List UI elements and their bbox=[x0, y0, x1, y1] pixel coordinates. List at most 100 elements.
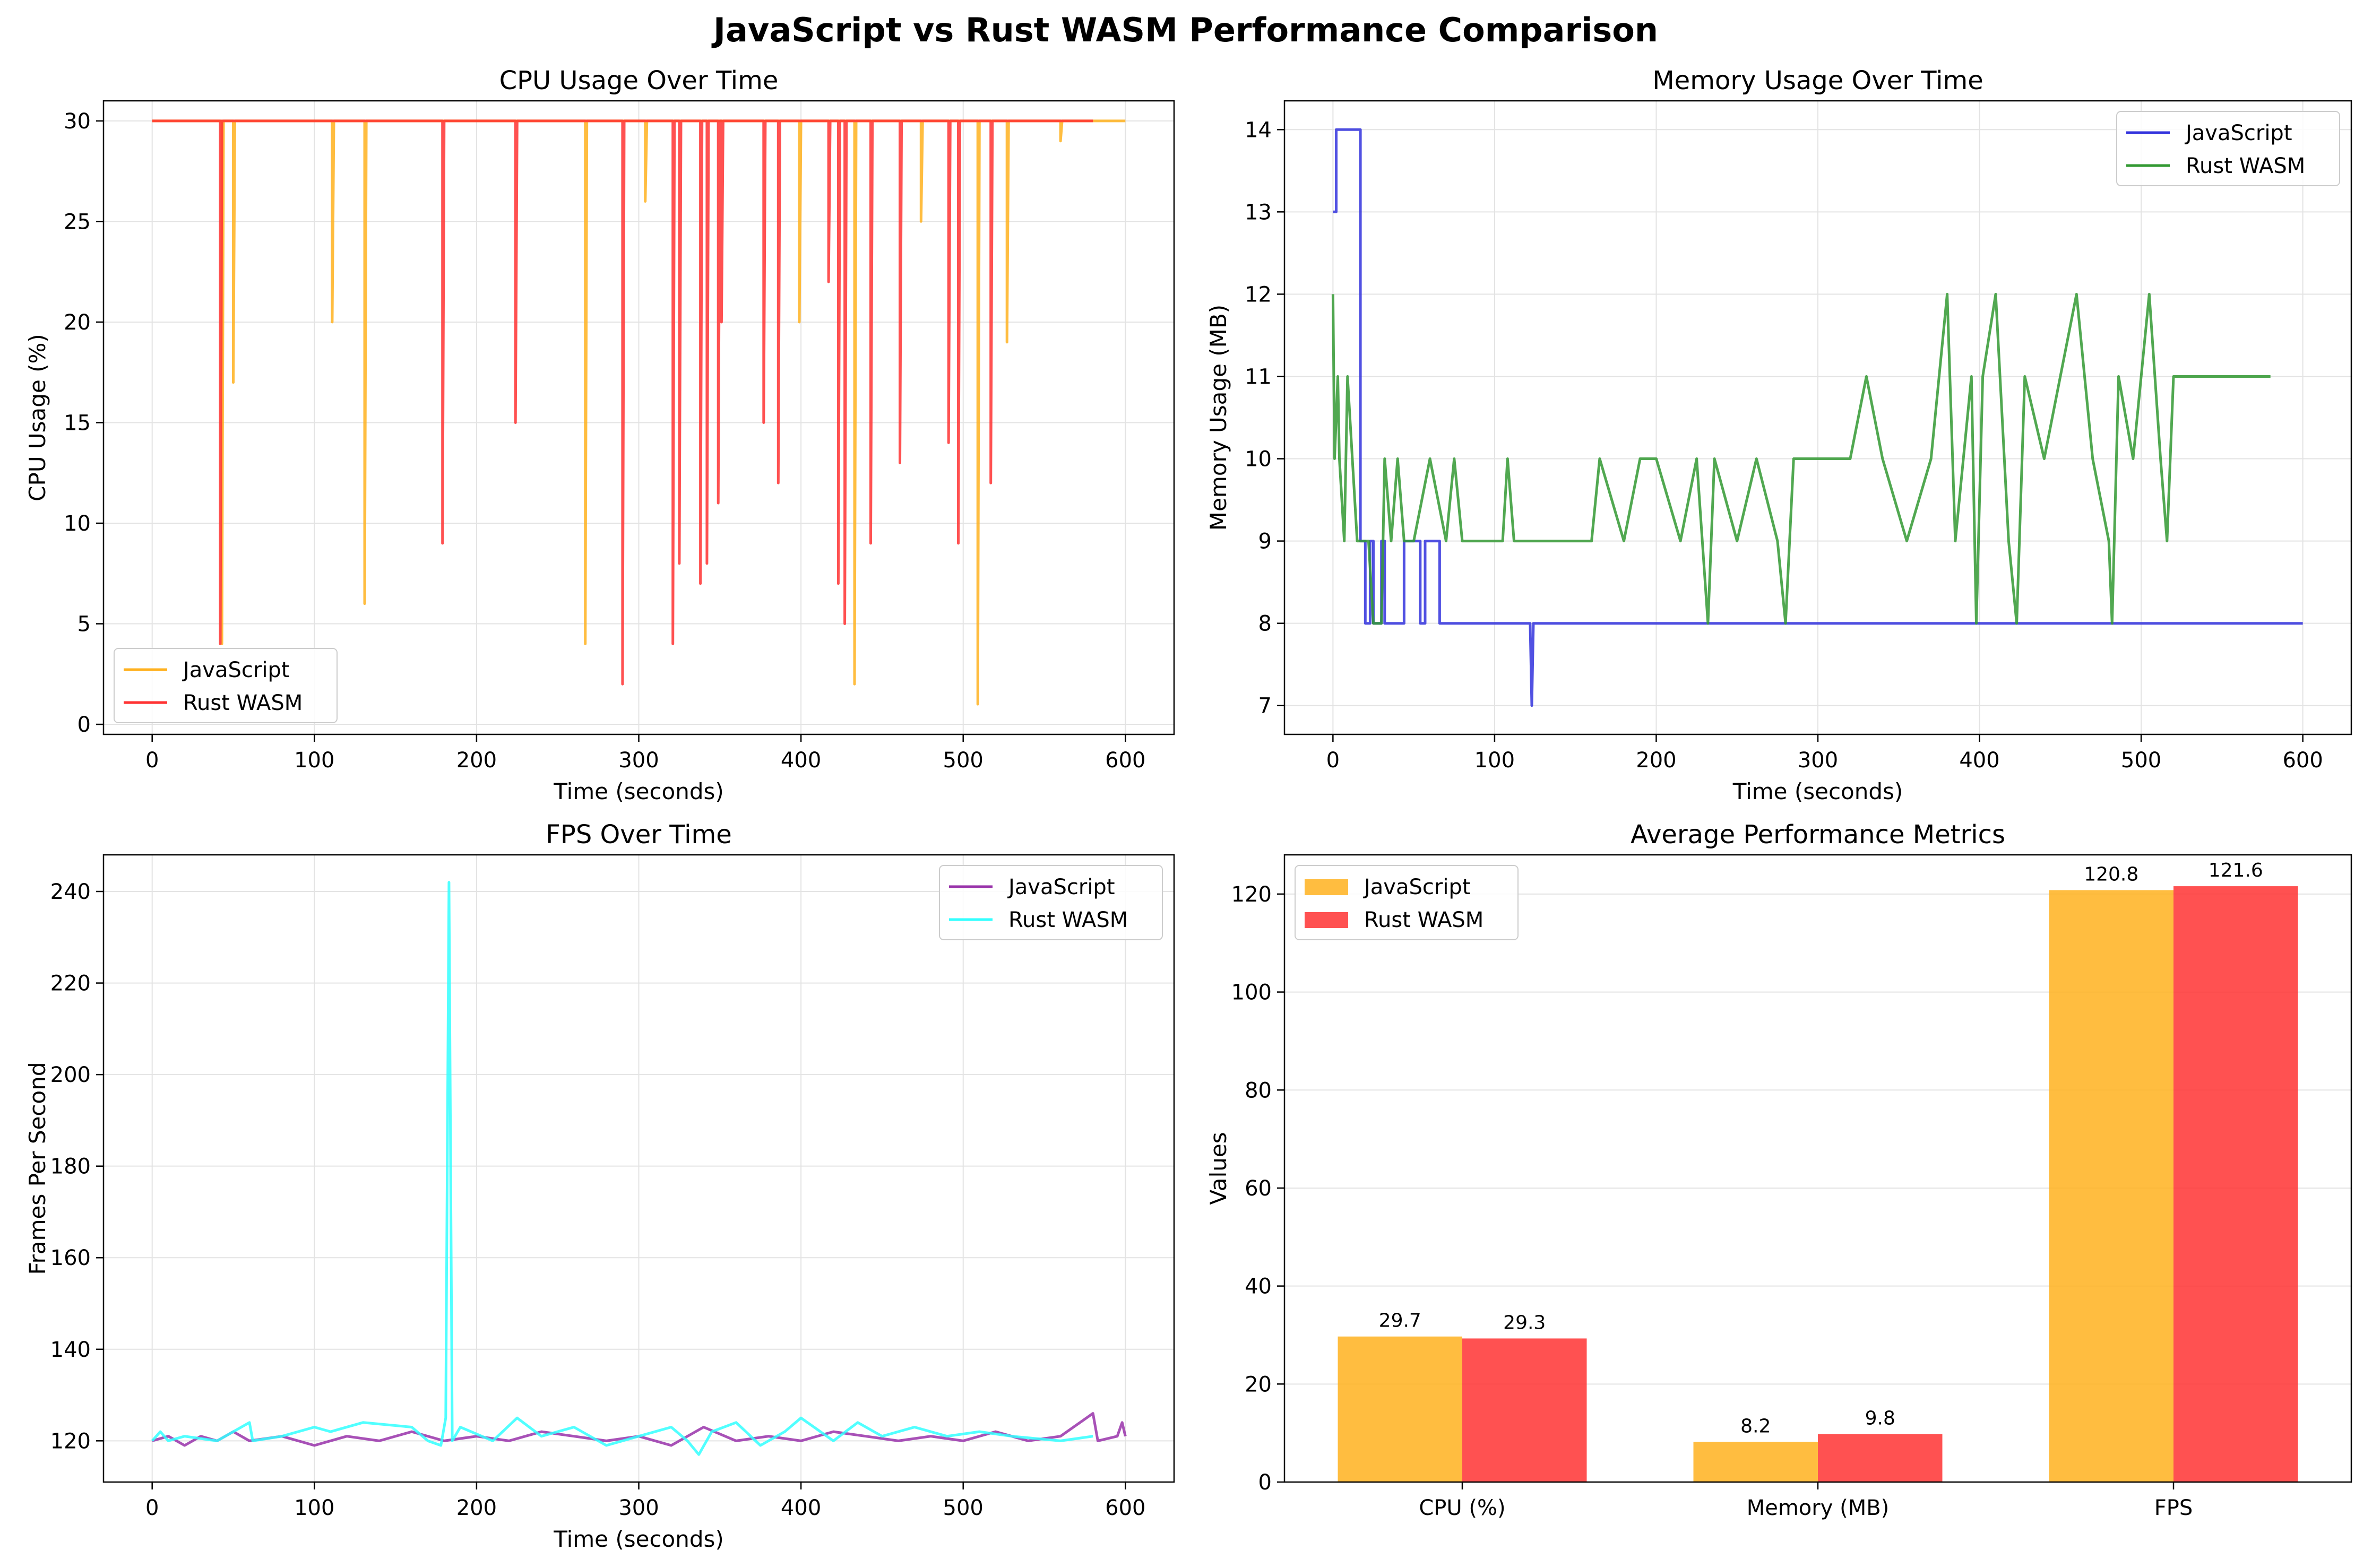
legend-label: Rust WASM bbox=[1364, 908, 1483, 932]
x-tick-label: 600 bbox=[2282, 748, 2323, 773]
legend-label: Rust WASM bbox=[2186, 154, 2305, 178]
legend-swatch bbox=[1305, 879, 1348, 895]
bar-javascript bbox=[1338, 1336, 1462, 1482]
legend-label: Rust WASM bbox=[1008, 908, 1128, 932]
y-tick-label: 30 bbox=[64, 109, 91, 134]
y-tick-label: 12 bbox=[1245, 282, 1272, 307]
axes-frame bbox=[1283, 100, 2352, 735]
legend: JavaScript Rust WASM bbox=[1295, 865, 1519, 940]
x-tick-label: 0 bbox=[145, 1496, 159, 1520]
y-tick-label: 180 bbox=[50, 1155, 91, 1179]
y-tick-label: 100 bbox=[1231, 981, 1272, 1005]
y-tick-label: 120 bbox=[50, 1429, 91, 1453]
y-tick-label: 0 bbox=[1258, 1470, 1272, 1495]
legend-box bbox=[1295, 865, 1519, 940]
bar-rust-wasm bbox=[1462, 1338, 1587, 1482]
legend: JavaScript Rust WASM bbox=[2116, 111, 2340, 186]
legend-label: Rust WASM bbox=[183, 691, 303, 715]
x-tick-label: 500 bbox=[943, 1496, 984, 1520]
line-rust-wasm bbox=[151, 881, 1093, 1456]
legend-box bbox=[114, 648, 338, 723]
y-tick-label: 40 bbox=[1245, 1275, 1272, 1299]
y-tick-label: 20 bbox=[64, 310, 91, 335]
bar-value-label: 8.2 bbox=[1740, 1415, 1771, 1437]
x-tick-label: 0 bbox=[145, 748, 159, 773]
y-tick-label: 240 bbox=[50, 880, 91, 904]
legend-label: JavaScript bbox=[1007, 875, 1115, 899]
bar-value-label: 121.6 bbox=[2209, 860, 2263, 881]
y-tick-label: 200 bbox=[50, 1063, 91, 1087]
y-axis-label: CPU Usage (%) bbox=[24, 334, 50, 501]
legend-label: JavaScript bbox=[182, 658, 290, 682]
bar-javascript bbox=[2049, 890, 2173, 1482]
x-tick-label: 600 bbox=[1105, 1496, 1145, 1520]
legend-label: JavaScript bbox=[1362, 875, 1471, 899]
axes-frame bbox=[102, 854, 1175, 1483]
y-tick-label: 160 bbox=[50, 1246, 91, 1270]
y-tick-label: 220 bbox=[50, 972, 91, 996]
legend-swatch bbox=[1305, 912, 1348, 928]
legend-label: JavaScript bbox=[2184, 121, 2292, 145]
y-tick-label: 9 bbox=[1258, 530, 1272, 554]
x-axis-label: Time (seconds) bbox=[1732, 778, 1903, 804]
subplot-title: Memory Usage Over Time bbox=[1652, 66, 1983, 96]
y-tick-label: 15 bbox=[64, 411, 91, 435]
x-axis-label: Time (seconds) bbox=[553, 1526, 724, 1552]
y-tick-label: 80 bbox=[1245, 1078, 1272, 1103]
x-tick-label: CPU (%) bbox=[1419, 1496, 1505, 1520]
x-tick-label: 300 bbox=[618, 748, 659, 773]
subplot-title: Average Performance Metrics bbox=[1631, 820, 2005, 850]
axes-frame bbox=[1283, 854, 2352, 1483]
x-tick-label: 300 bbox=[618, 1496, 659, 1520]
x-tick-label: 400 bbox=[781, 748, 821, 773]
subplot-title: FPS Over Time bbox=[546, 820, 731, 850]
x-tick-label: 100 bbox=[294, 748, 334, 773]
chart-averages: 0 20 40 60 80 100 120 CPU (%) Memory (MB) FPS 29.7… bbox=[1205, 820, 2352, 1520]
legend-box bbox=[939, 865, 1163, 940]
x-tick-label: 100 bbox=[294, 1496, 334, 1520]
bar-rust-wasm bbox=[2173, 886, 2298, 1482]
line-rust-wasm bbox=[1331, 292, 2271, 625]
bar-value-label: 9.8 bbox=[1865, 1408, 1895, 1430]
x-tick-label: FPS bbox=[2154, 1496, 2193, 1520]
y-tick-label: 5 bbox=[77, 612, 91, 637]
figure-title: JavaScript vs Rust WASM Performance Comp… bbox=[711, 11, 1658, 49]
y-axis-label: Frames Per Second bbox=[24, 1062, 50, 1275]
bar-value-label: 29.7 bbox=[1379, 1310, 1421, 1332]
x-tick-label: 200 bbox=[456, 1496, 497, 1520]
y-tick-label: 7 bbox=[1258, 694, 1272, 718]
bar-value-label: 29.3 bbox=[1503, 1312, 1546, 1333]
x-tick-label: 600 bbox=[1105, 748, 1145, 773]
x-tick-label: Memory (MB) bbox=[1747, 1496, 1890, 1520]
legend: JavaScript Rust WASM bbox=[939, 865, 1163, 940]
legend: JavaScript Rust WASM bbox=[114, 648, 338, 723]
y-tick-label: 11 bbox=[1245, 365, 1272, 389]
x-tick-label: 300 bbox=[1798, 748, 1838, 773]
y-tick-label: 8 bbox=[1258, 612, 1272, 636]
y-tick-label: 0 bbox=[77, 713, 91, 737]
y-tick-label: 20 bbox=[1245, 1372, 1272, 1397]
line-rust-wasm bbox=[152, 119, 1093, 686]
y-tick-label: 25 bbox=[64, 210, 91, 234]
y-tick-label: 14 bbox=[1245, 118, 1272, 142]
x-tick-label: 0 bbox=[1326, 748, 1340, 773]
chart-fps: 120 140 160 180 200 220 240 0 100 200 300 400 500 600… bbox=[24, 820, 1175, 1552]
y-axis-label: Values bbox=[1205, 1132, 1231, 1205]
x-tick-label: 500 bbox=[2121, 748, 2161, 773]
bar-value-label: 120.8 bbox=[2084, 863, 2138, 885]
bar-rust-wasm bbox=[1818, 1434, 1943, 1482]
y-tick-label: 120 bbox=[1231, 882, 1272, 907]
x-tick-label: 200 bbox=[456, 748, 497, 773]
y-tick-label: 60 bbox=[1245, 1176, 1272, 1201]
x-tick-label: 400 bbox=[1959, 748, 1999, 773]
x-tick-label: 100 bbox=[1474, 748, 1515, 773]
legend-box bbox=[2116, 111, 2340, 186]
x-axis-label: Time (seconds) bbox=[553, 778, 724, 804]
x-tick-label: 500 bbox=[943, 748, 984, 773]
subplot-title: CPU Usage Over Time bbox=[499, 66, 779, 96]
bar-javascript bbox=[1693, 1442, 1818, 1482]
